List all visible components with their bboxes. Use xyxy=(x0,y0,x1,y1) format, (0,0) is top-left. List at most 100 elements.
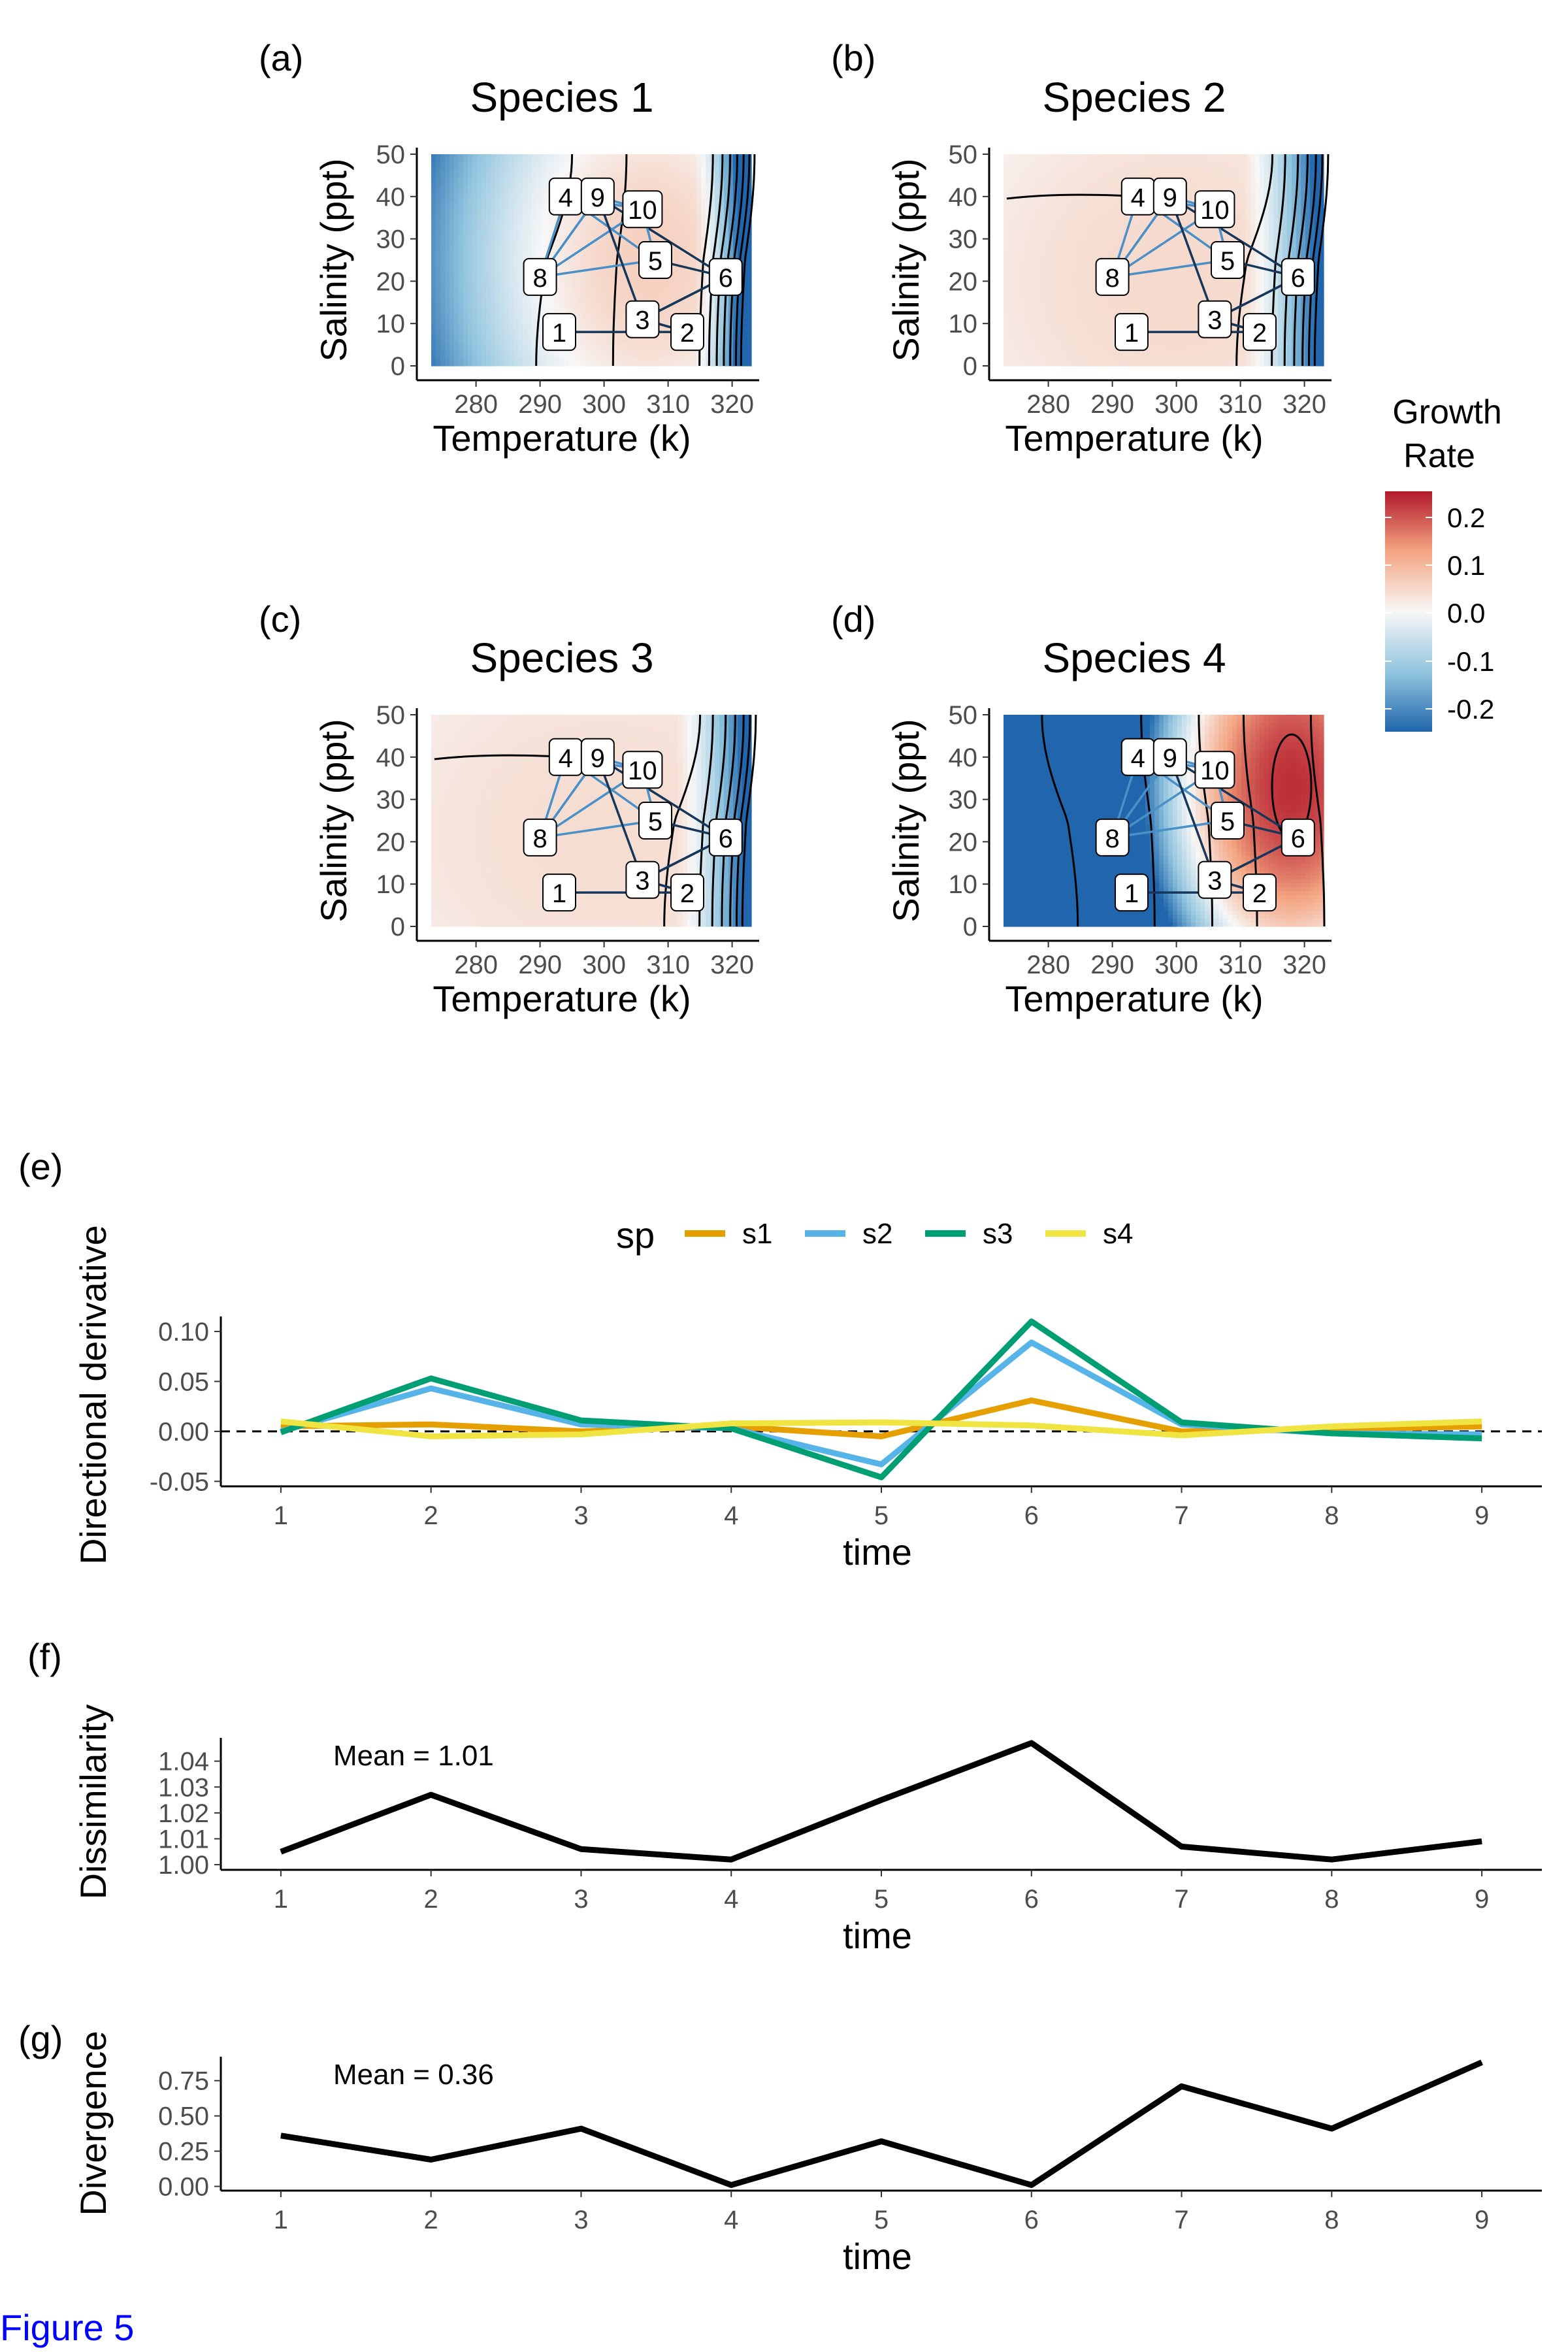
heatmap-cell xyxy=(445,205,450,210)
heatmap-cell xyxy=(1017,193,1022,198)
heatmap-cell xyxy=(1049,154,1054,159)
heatmap-cell xyxy=(527,209,532,214)
heatmap-cell xyxy=(468,252,473,257)
heatmap-cell xyxy=(1063,154,1068,159)
heatmap-cell xyxy=(628,244,633,249)
heatmap-cell xyxy=(733,217,738,221)
heatmap-cell xyxy=(482,272,487,276)
heatmap-cell xyxy=(683,272,688,276)
heatmap-cell xyxy=(1072,354,1077,359)
heatmap-cell xyxy=(1045,303,1050,308)
heatmap-cell xyxy=(696,193,702,198)
heatmap-cell xyxy=(1022,295,1027,300)
heatmap-cell xyxy=(472,362,478,367)
heatmap-cell xyxy=(514,284,519,288)
heatmap-cell xyxy=(642,350,647,355)
heatmap-cell xyxy=(600,295,606,300)
heatmap-cell xyxy=(1031,189,1036,194)
heatmap-cell xyxy=(692,201,697,206)
heatmap-cell xyxy=(431,193,436,198)
heatmap-cell xyxy=(504,197,510,202)
heatmap-cell xyxy=(614,229,619,233)
heatmap-cell xyxy=(459,178,464,182)
heatmap-cell xyxy=(431,272,436,276)
heatmap-cell xyxy=(468,307,473,312)
heatmap-cell xyxy=(582,264,587,269)
heatmap-cell xyxy=(591,170,596,174)
heatmap-cell xyxy=(1090,350,1096,355)
heatmap-cell xyxy=(660,225,665,229)
heatmap-cell xyxy=(527,299,532,304)
heatmap-cell xyxy=(1049,182,1054,186)
heatmap-cell xyxy=(564,276,569,280)
heatmap-cell xyxy=(683,354,688,359)
heatmap-cell xyxy=(706,193,711,198)
heatmap-cell xyxy=(1026,178,1032,182)
heatmap-cell xyxy=(710,295,715,300)
heatmap-cell xyxy=(463,205,468,210)
heatmap-cell xyxy=(1017,358,1022,363)
heatmap-cell xyxy=(491,315,496,319)
heatmap-cell xyxy=(587,311,592,316)
heatmap-cell xyxy=(614,213,619,218)
heatmap-cell xyxy=(1022,252,1027,257)
heatmap-cell xyxy=(596,268,601,272)
heatmap-cell xyxy=(482,315,487,319)
heatmap-cell xyxy=(463,201,468,206)
heatmap-cell xyxy=(614,197,619,202)
heatmap-cell xyxy=(1058,205,1064,210)
heatmap-cell xyxy=(1095,158,1100,163)
heatmap-cell xyxy=(600,158,606,163)
heatmap-cell xyxy=(1095,240,1100,245)
heatmap-cell xyxy=(596,287,601,292)
heatmap-cell xyxy=(500,362,505,367)
heatmap-cell xyxy=(445,303,450,308)
heatmap-cell xyxy=(578,237,583,241)
heatmap-cell xyxy=(582,225,587,229)
heatmap-cell xyxy=(1068,248,1073,253)
heatmap-cell xyxy=(719,193,725,198)
heatmap-cell xyxy=(536,331,542,335)
heatmap-cell xyxy=(1026,295,1032,300)
heatmap-cell xyxy=(578,327,583,331)
heatmap-cell xyxy=(468,299,473,304)
heatmap-cell xyxy=(518,205,523,210)
heatmap-cell xyxy=(518,287,523,292)
heatmap-cell xyxy=(742,284,747,288)
heatmap-cell xyxy=(482,225,487,229)
heatmap-cell xyxy=(610,358,615,363)
heatmap-cell xyxy=(468,256,473,261)
heatmap-cell xyxy=(555,354,560,359)
x-tick-label: 290 xyxy=(518,390,562,419)
heatmap-cell xyxy=(614,233,619,237)
heatmap-cell xyxy=(449,346,455,351)
heatmap-cell xyxy=(701,358,706,363)
heatmap-cell xyxy=(678,209,683,214)
heatmap-cell xyxy=(591,264,596,269)
heatmap-cell xyxy=(605,244,610,249)
heatmap-cell xyxy=(578,342,583,347)
heatmap-cell xyxy=(1022,170,1027,174)
heatmap-cell xyxy=(706,346,711,351)
heatmap-cell xyxy=(1013,272,1018,276)
heatmap-cell xyxy=(459,189,464,194)
heatmap-cell xyxy=(747,213,752,218)
heatmap-cell xyxy=(1049,268,1054,272)
heatmap-cell xyxy=(509,303,514,308)
heatmap-cell xyxy=(696,272,702,276)
heatmap-cell xyxy=(477,327,482,331)
heatmap-cell xyxy=(541,178,546,182)
heatmap-cell xyxy=(532,189,537,194)
heatmap-cell xyxy=(1036,256,1041,261)
heatmap-cell xyxy=(1086,240,1091,245)
heatmap-cell xyxy=(568,284,574,288)
heatmap-cell xyxy=(468,213,473,218)
heatmap-cell xyxy=(523,178,528,182)
heatmap-cell xyxy=(532,358,537,363)
heatmap-cell xyxy=(1049,362,1054,367)
heatmap-cell xyxy=(504,307,510,312)
heatmap-cell xyxy=(614,307,619,312)
heatmap-cell xyxy=(614,315,619,319)
heatmap-cell xyxy=(532,217,537,221)
heatmap-cell xyxy=(591,244,596,249)
